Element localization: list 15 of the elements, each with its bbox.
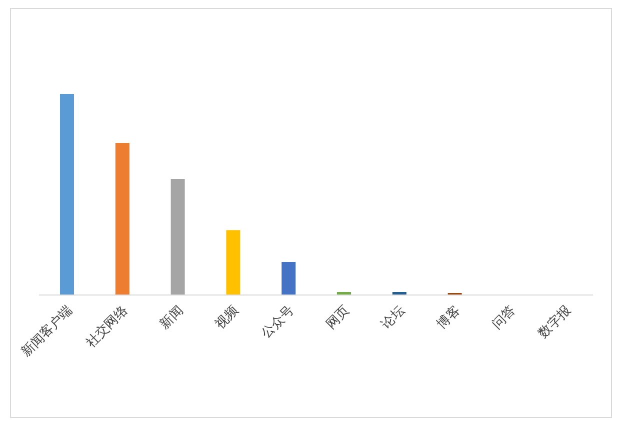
x-tick-label: 新闻客户端	[18, 302, 76, 360]
x-tick-label: 视频	[212, 303, 242, 332]
x-tick-label: 数字报	[535, 302, 574, 342]
x-tick-label: 问答	[490, 303, 519, 332]
bar	[282, 262, 296, 295]
bar	[170, 179, 185, 295]
x-tick-label: 网页	[324, 303, 353, 332]
bar	[115, 143, 130, 295]
bar	[60, 94, 74, 295]
bar	[226, 230, 240, 295]
x-tick-label: 社交网络	[82, 302, 131, 351]
x-tick-label: 新闻	[157, 303, 186, 332]
x-tick-label: 论坛	[378, 303, 408, 332]
x-tick-label: 公众号	[258, 303, 298, 342]
x-tick-label: 博客	[434, 302, 464, 332]
